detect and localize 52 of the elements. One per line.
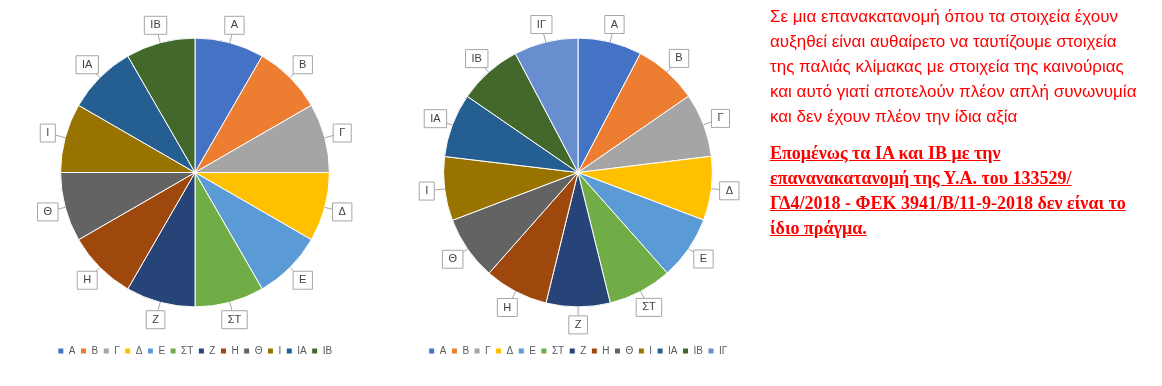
legend-label: Θ [625, 344, 634, 356]
legend-label: ΣΤ [551, 344, 565, 356]
legend-label: ΙΒ [693, 344, 704, 356]
legend-label: Α [439, 344, 447, 356]
legend-label: Η [231, 344, 239, 356]
slice-label: Η [503, 300, 512, 313]
legend-label: ΙΒ [322, 344, 333, 356]
slice-label: ΣΤ [642, 300, 656, 313]
slice-label: Θ [448, 252, 458, 265]
slice-label: Ι [425, 184, 429, 197]
legend-label: Δ [506, 344, 514, 356]
slice-label: Β [299, 57, 307, 70]
slice-label: Β [675, 51, 683, 64]
legend-label: ΙΓ [718, 344, 728, 356]
legend-label: Α [68, 344, 76, 356]
legend-label: Θ [254, 344, 263, 356]
slice-label: Η [83, 273, 92, 286]
legend-label: Ι [649, 344, 653, 356]
legend-label: Ε [529, 344, 537, 356]
slice-label: Ε [699, 252, 708, 265]
slice-label: Δ [338, 204, 347, 217]
slice-label: ΙΓ [536, 17, 546, 30]
slice-label: ΙΑ [430, 111, 442, 124]
legend-label: Δ [135, 344, 143, 356]
slice-label: Ζ [152, 312, 160, 325]
text: Σε μια επανακατανομή όπου τα στοιχεία έχουν αυξηθεί είναι αυθαίρετο να ταυτίζουμε στοιχεία της παλιάς κλίμακας με στοιχεία της καινούριας και αυτό γιατί αποτελούν πλέον απλή συνωνυμία και δεν έχουν πλέον την ίδια αξία [770, 6, 1138, 128]
legend-label: Γ [114, 344, 121, 356]
slice-label: Α [230, 18, 239, 31]
legend-label: Ι [278, 344, 282, 356]
slice-label: Α [610, 17, 619, 30]
slice-label: ΙΒ [471, 51, 482, 64]
legend-label: Ζ [580, 344, 587, 356]
legend-label: Γ [485, 344, 492, 356]
legend-label: Η [602, 344, 610, 356]
slice-label: Ι [46, 126, 50, 139]
slice-label: Θ [43, 204, 53, 217]
legend-label: ΙΑ [668, 344, 678, 356]
legend-label: Ζ [209, 344, 216, 356]
legend-label: Ε [158, 344, 166, 356]
legend-label: Β [91, 344, 99, 356]
slice-label: ΙΒ [150, 18, 161, 31]
slice-label: ΣΤ [227, 312, 242, 325]
slice-label: ΙΑ [82, 57, 94, 70]
slice-label: Ζ [574, 317, 582, 330]
slice-label: Ε [299, 273, 307, 286]
legend-label: ΙΑ [297, 344, 308, 356]
slice-label: Γ [717, 111, 724, 124]
legend-label: ΣΤ [181, 344, 194, 356]
slice-label: Γ [339, 126, 346, 139]
legend-label: Β [462, 344, 470, 356]
text: Επομένως τα ΙΑ και ΙΒ με την επανανακατανομή της Υ.Α. του 133529/ΓΔ4/2018 - ΦΕΚ 3941/Β/11-9-2018 δεν είναι το ίδιο πράγμα. [770, 142, 1127, 240]
slice-label: Δ [725, 183, 734, 196]
